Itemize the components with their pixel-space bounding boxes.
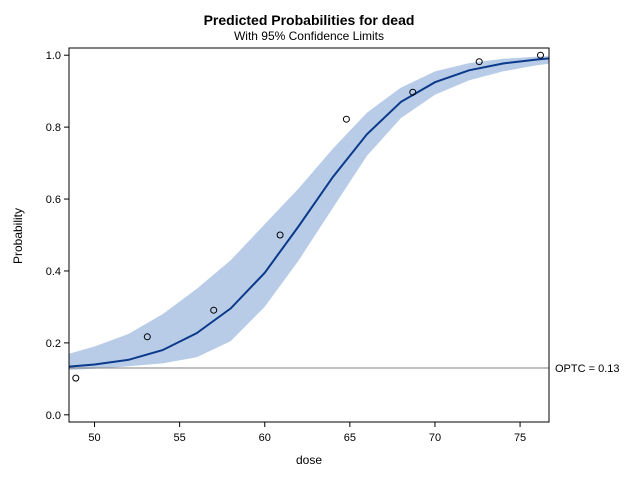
predicted-probability-line <box>69 57 549 368</box>
chart-title: Predicted Probabilities for dead <box>204 12 415 28</box>
confidence-band <box>69 56 549 370</box>
data-point <box>276 231 284 239</box>
data-point <box>537 51 544 59</box>
data-point <box>72 374 80 382</box>
y-tick-label: 0.6 <box>46 194 61 206</box>
y-tick-label: 0.8 <box>46 122 61 134</box>
data-point <box>409 88 417 96</box>
x-tick-label: 50 <box>88 432 100 444</box>
reference-line-label: OPTC = 0.13 <box>555 363 620 375</box>
plot-frame <box>68 47 550 423</box>
x-tick-label: 60 <box>259 432 271 444</box>
y-tick-label: 0.4 <box>46 266 61 278</box>
y-tick-label: 0.2 <box>46 338 61 350</box>
data-point <box>475 58 483 66</box>
y-tick-label: 1.0 <box>46 50 61 62</box>
y-axis-label: Probability <box>11 208 25 264</box>
data-point <box>143 333 151 341</box>
x-tick-label: 70 <box>429 432 441 444</box>
x-tick-label: 75 <box>514 432 526 444</box>
chart-subtitle: With 95% Confidence Limits <box>234 29 384 43</box>
x-axis-label: dose <box>296 453 322 467</box>
x-tick-label: 55 <box>174 432 186 444</box>
data-point <box>210 306 218 314</box>
x-tick-label: 65 <box>344 432 356 444</box>
y-tick-label: 0.0 <box>46 410 61 422</box>
plot-area: OPTC = 0.13 50 55 60 65 70 75 0.0 0.2 0.4 0.6 0.8 1.… <box>46 47 620 444</box>
data-point <box>342 115 350 123</box>
